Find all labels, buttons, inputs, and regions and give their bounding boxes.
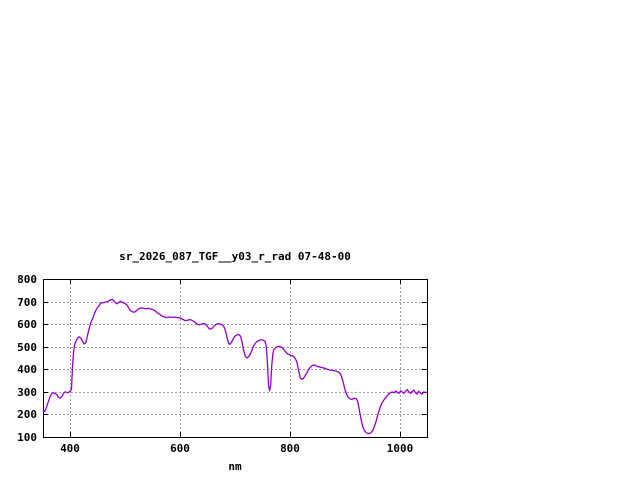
series-line <box>42 298 428 435</box>
y-tick-label: 100 <box>17 431 37 444</box>
spectral-radiance-chart: sr_2026_087_TGF__y03_r_rad 07-48-00 100 2… <box>0 240 440 480</box>
chart-title: sr_2026_087_TGF__y03_r_rad 07-48-00 <box>119 250 351 263</box>
x-tick-label: 1000 <box>386 442 414 455</box>
x-tick-label: 800 <box>280 442 300 455</box>
x-axis-label: nm <box>228 460 242 473</box>
y-tick-label: 500 <box>17 341 37 354</box>
x-tick-label: 400 <box>60 442 80 455</box>
x-tick-label: 600 <box>170 442 190 455</box>
plot-area <box>42 279 428 438</box>
y-tick-label: 700 <box>17 296 37 309</box>
y-tick-label: 200 <box>17 408 37 421</box>
y-tick-label: 400 <box>17 363 37 376</box>
y-tick-label: 300 <box>17 386 37 399</box>
y-tick-label: 600 <box>17 318 37 331</box>
y-tick-label: 800 <box>17 273 37 286</box>
plot-border <box>43 279 428 438</box>
